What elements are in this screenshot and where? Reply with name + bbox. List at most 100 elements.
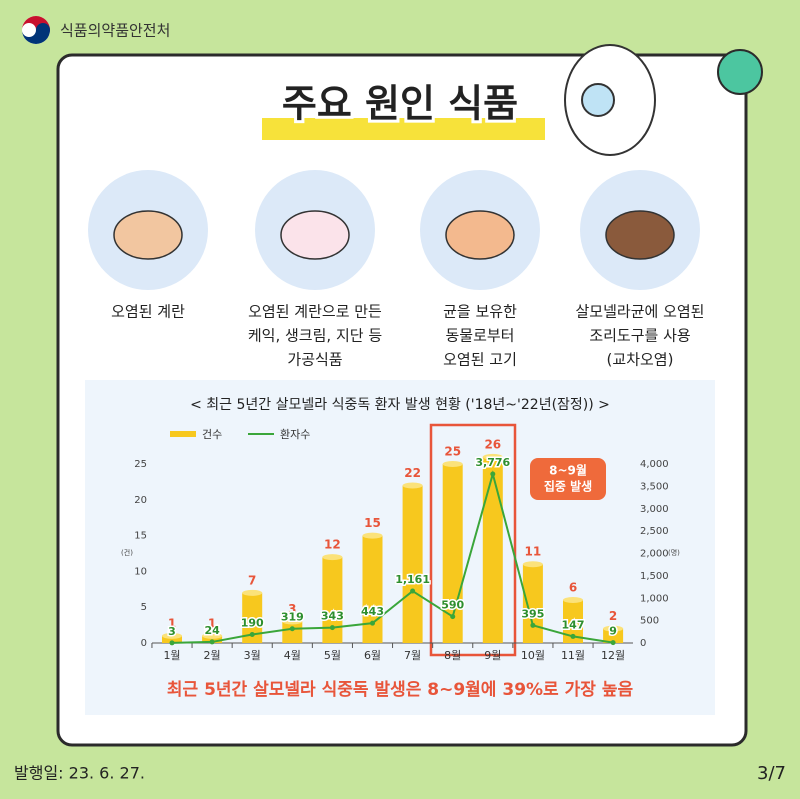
line-point [169,640,175,646]
bar-cap [362,532,383,539]
bar-cap [322,554,343,561]
bar-value-label: 7 [248,573,256,587]
y2-tick-label: 500 [640,616,659,627]
annotation: 8~9월 [549,463,587,478]
legend-swatch [170,431,196,437]
bar-value-label: 1 [208,616,216,630]
bar-cap [162,632,182,639]
bar [522,564,543,643]
bar-value-label: 6 [569,581,577,595]
bar-value-label: 26 [484,437,501,451]
bar [362,535,383,643]
bar-cap [563,597,583,604]
line-value-label: 590 [441,599,464,612]
bar-cap [282,618,303,625]
food-icon [113,210,183,260]
y-tick-label: 25 [134,459,147,470]
bar-value-label: 25 [444,445,461,459]
bar-value-label: 3 [288,602,296,616]
x-tick-label: 8월 [444,649,461,662]
line-value-label: 3 [168,625,176,638]
bar-cap [402,482,423,489]
bar-cap [522,561,543,568]
food-icon [445,210,515,260]
y2-tick-label: 1,000 [640,593,669,604]
bar [202,635,223,643]
line-point [289,626,295,632]
x-tick-label: 1월 [163,649,180,662]
food-label: 조리도구를 사용 [589,327,690,345]
line [171,470,614,644]
bar-value-label: 22 [404,466,421,480]
bar [402,485,423,643]
food-label: 오염된 계란으로 만든 [248,303,382,321]
food-label: 오염된 계란 [111,303,185,321]
x-tick-label: 4월 [284,649,301,662]
x-tick-label: 5월 [324,649,341,662]
bar [162,635,182,643]
bar [322,557,343,643]
y-tick-label: 15 [134,531,147,542]
legend-label: 환자수 [280,428,310,441]
bar-cap [482,453,503,460]
x-tick-label: 10월 [521,649,545,662]
bar-value-label: 12 [324,538,341,552]
title-highlight [262,118,545,140]
bar-cap [603,625,624,632]
y2-tick-label: 0 [640,638,646,649]
logo-blue [22,23,50,44]
y-tick-label: 10 [134,566,147,577]
mascot [564,44,763,156]
y-tick-label: 0 [141,638,147,649]
line-value-label: 319 [281,611,304,624]
annotation-bubble [530,458,606,500]
y2-axis-label: (명) [668,548,680,557]
food-label: 케익, 생크림, 지단 등 [248,327,382,345]
bar [603,628,624,643]
food-label: 오염된 고기 [443,351,517,369]
page-number: 3/7 [757,763,786,784]
bar-value-label: 11 [525,545,542,559]
line-value-label: 24 [204,624,220,637]
line-value-label: 395 [521,607,544,620]
bar-value-label: 2 [609,609,617,623]
food-icon [605,210,675,260]
bar-cap [242,589,263,596]
line-point [249,631,255,637]
line-point [370,620,375,626]
x-tick-label: 7월 [404,649,421,662]
legend-label: 건수 [202,428,222,441]
x-tick-label: 6월 [364,649,381,662]
y-tick-label: 20 [134,495,147,506]
line-value-label: 147 [562,618,585,631]
bar [242,592,263,643]
bar [563,600,583,643]
food-icon [280,210,350,260]
food-label: 동물로부터 [445,327,514,345]
line-point [410,588,416,594]
date: 발행일: 23. 6. 27. [14,764,145,783]
bar-value-label: 15 [364,516,381,530]
line-value-label: 443 [361,605,384,618]
x-tick-label: 3월 [244,649,261,662]
line-point [530,622,536,628]
y2-tick-label: 1,500 [640,571,669,582]
x-tick-label: 12월 [601,649,625,662]
y-axis-label: (건) [121,548,133,557]
food-label: (교차오염) [607,351,674,369]
bar [482,456,503,643]
line-point [570,633,576,639]
x-tick-label: 2월 [204,649,221,662]
line-point [490,471,496,477]
y2-tick-label: 2,500 [640,526,669,537]
y-tick-label: 5 [141,602,147,613]
food-label: 균을 보유한 [443,303,517,321]
line-point [450,614,456,620]
caption: 최근 5년간 살모넬라 식중독 발생은 8~9월에 39%로 가장 높음 [167,680,634,700]
line-point [610,640,616,646]
line-point [209,639,215,645]
line-value-label: 9 [609,625,617,638]
line-value-label: 3,776 [475,456,510,469]
